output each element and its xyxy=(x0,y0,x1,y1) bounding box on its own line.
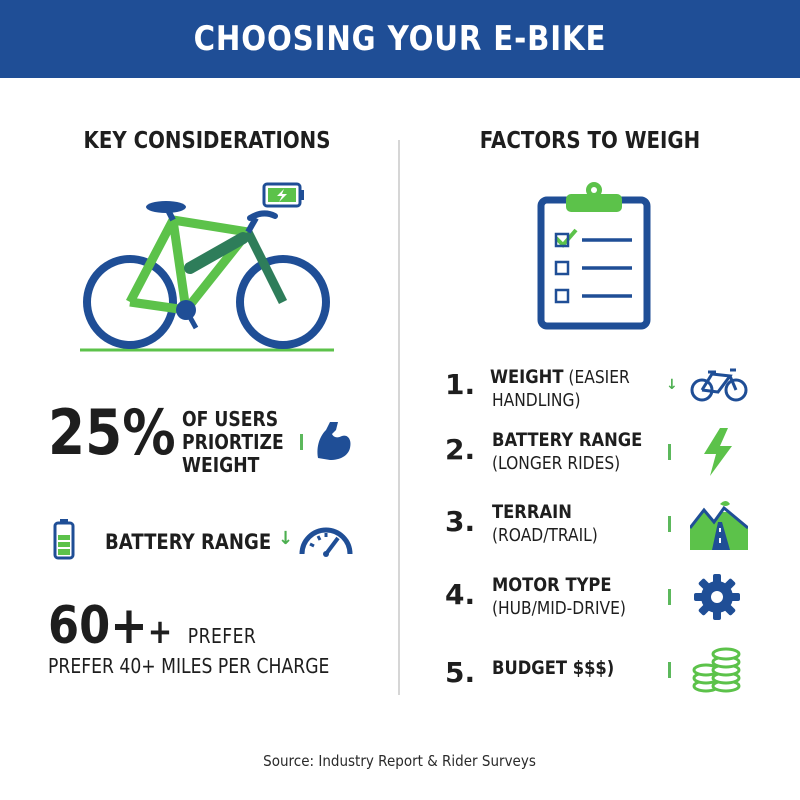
stat-25-label-line2: PRIORTIZE xyxy=(182,430,284,454)
separator-mark xyxy=(668,662,671,678)
factor-title-2: BATTERY RANGE xyxy=(492,429,643,451)
source-note: Source: Industry Report & Rider Surveys xyxy=(263,752,537,770)
factor-number-4: 4. xyxy=(445,578,476,611)
key-considerations-heading: KEY CONSIDERATIONS xyxy=(83,128,331,154)
factor-sub-3: (ROAD/TRAIL) xyxy=(492,525,598,546)
factor-title-1: WEIGHT (EASIER xyxy=(490,366,630,389)
gear-icon xyxy=(694,574,740,620)
stat-25-percent: 25% xyxy=(48,396,176,469)
ebike-illustration-icon xyxy=(80,182,334,352)
lightning-icon xyxy=(704,428,732,476)
factor-number-3: 3. xyxy=(445,505,476,538)
separator-mark xyxy=(668,444,671,460)
stat-25-label-line3: WEIGHT xyxy=(182,453,260,477)
factors-heading: FACTORS TO WEIGH xyxy=(479,128,701,154)
bicycle-icon xyxy=(690,368,748,402)
column-divider xyxy=(398,140,400,695)
stat-60-plus: 60++ PREFER xyxy=(48,596,257,656)
factor-title-5: BUDGET $$$) xyxy=(492,657,615,679)
down-arrow-icon: ↓ xyxy=(278,528,294,549)
separator-mark xyxy=(668,516,671,532)
factor-title-3: TERRAIN xyxy=(492,501,572,523)
stat-60-description: PREFER 40+ MILES PER CHARGE xyxy=(48,654,330,678)
factor-sub-2: (LONGER RIDES) xyxy=(492,453,621,474)
factor-number-1: 1. xyxy=(445,368,476,401)
separator-mark xyxy=(668,589,671,605)
factor-number-2: 2. xyxy=(445,433,476,466)
factor-title-4: MOTOR TYPE xyxy=(492,574,612,596)
battery-icon xyxy=(53,519,75,560)
flexed-arm-icon xyxy=(317,422,351,460)
speedometer-icon xyxy=(299,527,353,557)
separator-mark xyxy=(300,434,303,450)
factor-sub-1: HANDLING) xyxy=(492,390,581,411)
battery-range-label: BATTERY RANGE xyxy=(105,530,272,554)
mountain-road-icon xyxy=(690,501,748,550)
down-arrow-icon: ↓ xyxy=(666,377,678,393)
stat-25-label-line1: OF USERS xyxy=(182,407,279,431)
coins-icon xyxy=(692,647,741,693)
page-title: CHOOSING YOUR E-BIKE xyxy=(193,19,607,59)
factor-number-5: 5. xyxy=(445,656,476,689)
factor-sub-4: (HUB/MID-DRIVE) xyxy=(492,598,626,619)
title-banner: CHOOSING YOUR E-BIKE xyxy=(0,0,800,78)
clipboard-checklist-icon xyxy=(537,182,651,330)
